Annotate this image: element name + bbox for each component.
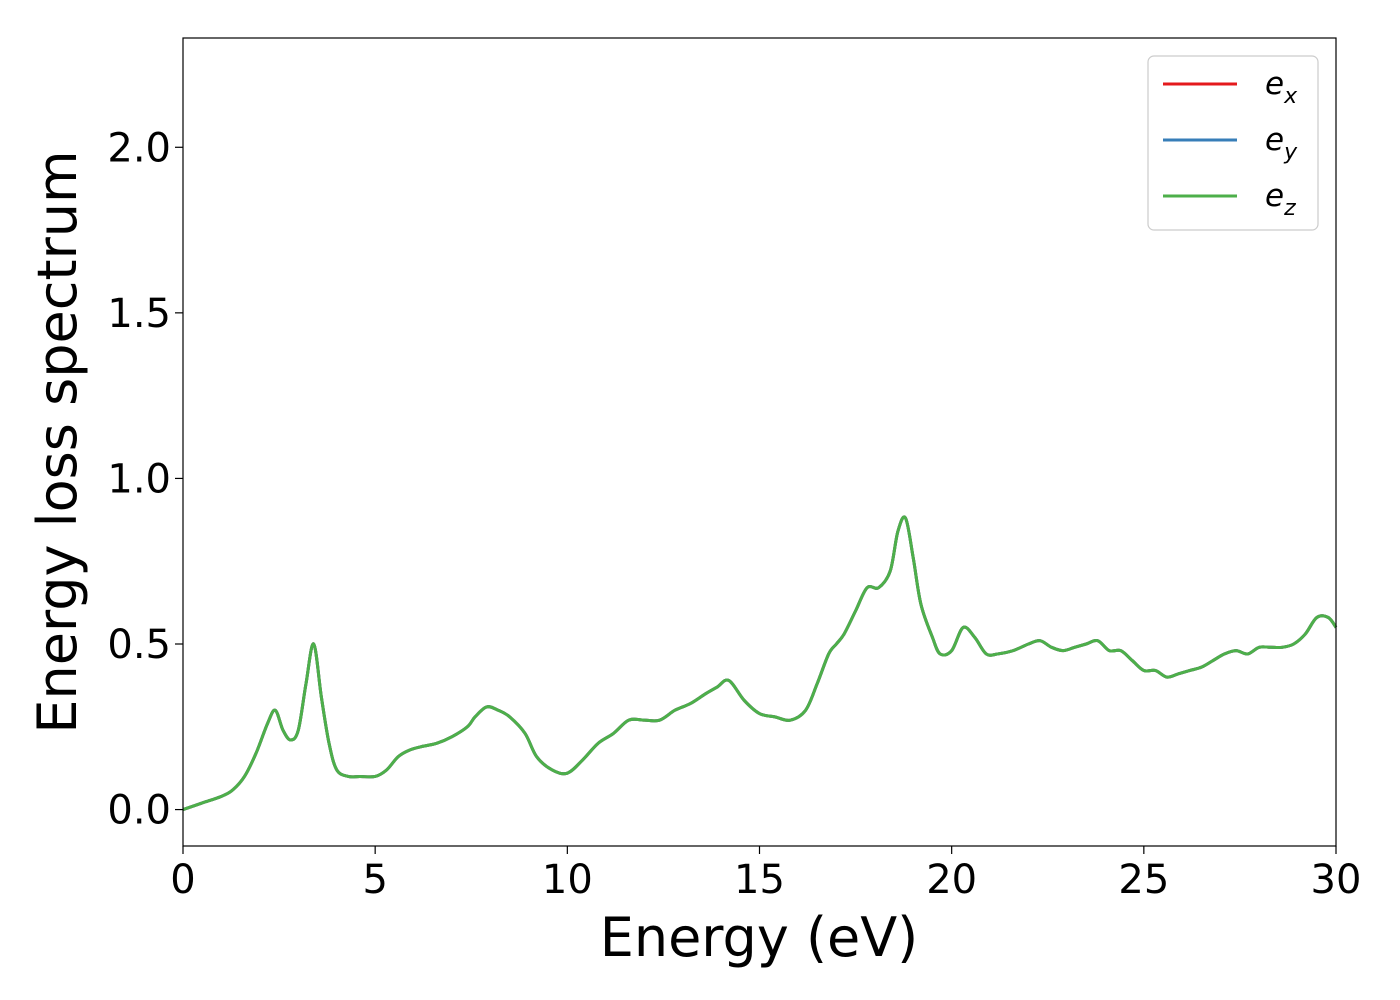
- x-tick-label: 0: [170, 857, 195, 903]
- x-axis: 0 5 10 15 20 25 30: [170, 846, 1361, 903]
- legend-label-base: e: [1265, 178, 1284, 214]
- x-tick-label: 5: [362, 857, 387, 903]
- y-tick-label: 1.5: [107, 291, 171, 337]
- legend-label-subscript: x: [1283, 84, 1298, 109]
- series-layer: [182, 515, 1338, 811]
- x-tick-label: 30: [1311, 857, 1362, 903]
- x-tick-label: 10: [542, 857, 593, 903]
- y-axis-label: Energy loss spectrum: [26, 150, 89, 733]
- legend-box: [1147, 55, 1319, 231]
- x-tick-label: 15: [734, 857, 785, 903]
- legend-label-z: ez: [1265, 178, 1296, 221]
- y-axis: 0.0 0.5 1.0 1.5 2.0: [107, 125, 183, 834]
- x-tick-label: 20: [926, 857, 977, 903]
- y-tick-label: 0.5: [107, 622, 171, 668]
- legend-label-subscript: y: [1283, 140, 1298, 165]
- y-tick-label: 0.0: [107, 788, 171, 834]
- y-tick-label: 2.0: [107, 125, 171, 171]
- x-tick-label: 25: [1118, 857, 1169, 903]
- legend-label-subscript: z: [1283, 196, 1296, 221]
- x-axis-label: Energy (eV): [600, 906, 919, 969]
- legend-label-x: ex: [1265, 66, 1298, 109]
- legend-label-base: e: [1265, 122, 1284, 158]
- y-tick-label: 1.0: [107, 456, 171, 502]
- legend-label-y: ey: [1265, 122, 1298, 165]
- series-line-z: [182, 515, 1338, 811]
- legend-label-base: e: [1265, 66, 1284, 102]
